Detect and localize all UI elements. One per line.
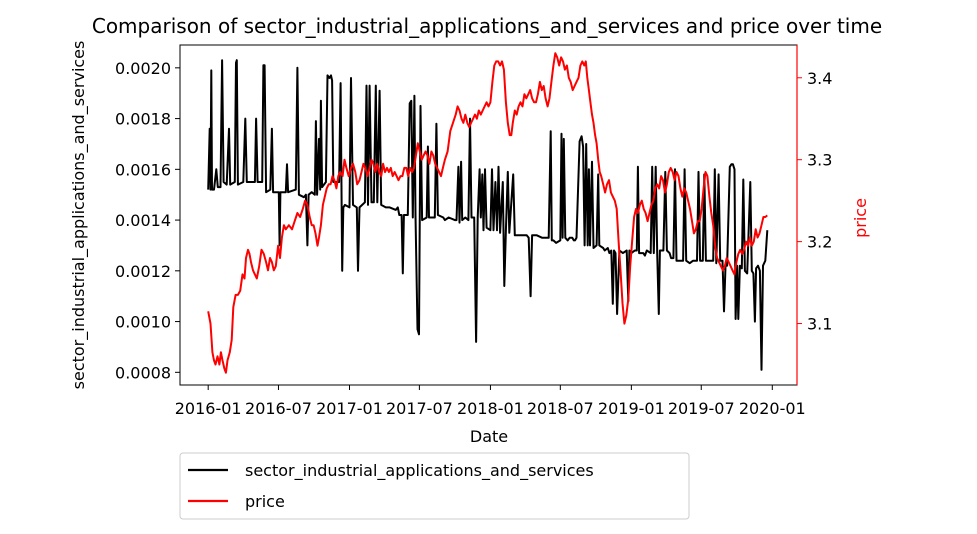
y-left-tick-label: 0.0010: [115, 313, 171, 332]
x-tick-label: 2016-01: [175, 399, 242, 418]
chart-title: Comparison of sector_industrial_applicat…: [92, 14, 882, 38]
x-tick-label: 2017-01: [316, 399, 383, 418]
plot-area: [179, 44, 798, 386]
x-tick-label: 2018-01: [457, 399, 524, 418]
y-axis-label-left: sector_industrial_applications_and_servi…: [69, 41, 89, 390]
x-axis-label: Date: [470, 427, 508, 446]
x-tick-label: 2017-07: [386, 399, 453, 418]
y-axis-left: 0.0008 0.0010 0.0012 0.0014 0.0016 0.0018 0.00…: [115, 59, 180, 382]
y-left-tick-label: 0.0012: [115, 262, 171, 281]
x-axis: 2016-01 2016-07 2017-01 2017-07 2018-01 2018-…: [175, 385, 806, 418]
y-right-tick-label: 3.2: [807, 233, 832, 252]
series-line-price: [207, 52, 768, 374]
x-tick-label: 2018-07: [527, 399, 594, 418]
x-tick-label: 2020-01: [739, 399, 806, 418]
series-line-sector: [207, 59, 769, 371]
y-left-tick-label: 0.0018: [115, 110, 171, 129]
y-left-tick-label: 0.0016: [115, 160, 171, 179]
legend-label-price: price: [245, 492, 285, 511]
y-left-tick-label: 0.0014: [115, 211, 171, 230]
y-axis-right: 3.1 3.2 3.3 3.4: [797, 69, 832, 334]
series-layer: [207, 52, 769, 374]
y-right-tick-label: 3.4: [807, 69, 832, 88]
x-tick-label: 2019-01: [598, 399, 665, 418]
y-axis-label-right: price: [851, 198, 870, 238]
legend-box: [179, 452, 690, 520]
x-tick-label: 2019-07: [668, 399, 735, 418]
x-tick-label: 2016-07: [245, 399, 312, 418]
y-left-tick-label: 0.0008: [115, 363, 171, 382]
y-right-tick-label: 3.3: [807, 151, 832, 170]
y-left-tick-label: 0.0020: [115, 59, 171, 78]
y-right-tick-label: 3.1: [807, 315, 832, 334]
legend-label-sector: sector_industrial_applications_and_servi…: [245, 461, 594, 481]
legend: sector_industrial_applications_and_servi…: [179, 452, 690, 520]
